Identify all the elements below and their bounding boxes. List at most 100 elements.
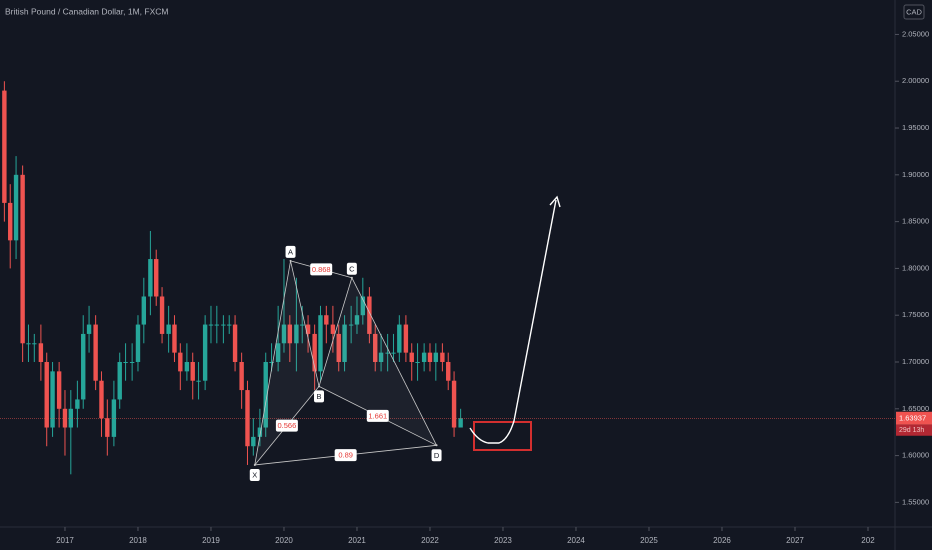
last-price-label: 1.63937 xyxy=(899,414,926,423)
chart-title: British Pound / Canadian Dollar, 1M, FXC… xyxy=(5,6,168,16)
pattern-triangle xyxy=(254,260,320,465)
candle-body xyxy=(300,324,305,326)
candle-body xyxy=(68,408,74,428)
candle-body xyxy=(360,296,366,316)
x-tick-label: 2022 xyxy=(421,536,439,545)
x-tick-label: 2019 xyxy=(202,536,220,545)
y-tick-label: 1.95000 xyxy=(902,123,929,132)
candle-body xyxy=(391,352,396,354)
x-tick-label: 2020 xyxy=(275,536,293,545)
candle-body xyxy=(148,259,153,297)
candle-body xyxy=(26,343,31,345)
point-label: A xyxy=(288,247,293,256)
currency-box[interactable] xyxy=(903,4,925,20)
ratio-label: 0.566 xyxy=(278,421,297,430)
candle-body xyxy=(385,352,390,354)
pattern-point xyxy=(350,276,353,279)
candle-body xyxy=(111,399,117,437)
point-box xyxy=(249,468,260,481)
candle-body xyxy=(354,315,360,325)
candle-body xyxy=(373,333,378,363)
point-label: C xyxy=(349,264,355,273)
candle-body xyxy=(397,324,402,353)
point-box xyxy=(314,390,325,403)
candle-body xyxy=(312,333,317,372)
target-zone xyxy=(473,421,532,451)
candle-body xyxy=(62,408,68,428)
countdown: 29d 13h xyxy=(899,427,924,434)
candle-body xyxy=(305,324,311,334)
x-tick-label: 2027 xyxy=(786,536,804,545)
candle-body xyxy=(433,352,439,363)
y-tick-label: 1.55000 xyxy=(902,497,929,506)
candle-body xyxy=(123,362,128,364)
ratio-box xyxy=(366,409,389,422)
candle-body xyxy=(330,324,336,334)
y-tick-label: 1.60000 xyxy=(902,451,929,460)
candle-body xyxy=(294,324,299,344)
candle-body xyxy=(378,352,384,363)
pattern-point xyxy=(253,463,256,466)
candle-body xyxy=(281,324,287,344)
candle-body xyxy=(409,352,414,363)
harmonic-pattern: 0.868 0.566 1.661 0.89 X A B C D xyxy=(249,245,442,481)
ratio-box xyxy=(310,263,333,276)
ratio-label: 0.89 xyxy=(338,451,353,460)
ratio-label: 0.868 xyxy=(312,265,331,274)
pattern-leg xyxy=(290,260,320,387)
candle-body xyxy=(86,324,92,334)
candle-body xyxy=(50,371,55,428)
plot: 1.55000 1.60000 1.65000 1.70000 1.75000 1.800… xyxy=(0,29,929,545)
candle-body xyxy=(348,324,354,326)
candle-body xyxy=(232,324,238,363)
last-price-box xyxy=(896,411,932,425)
candle-body xyxy=(336,333,341,363)
candle-body xyxy=(154,259,159,297)
point-label: X xyxy=(252,470,257,479)
candle-body xyxy=(129,362,135,364)
candle-body xyxy=(81,333,86,400)
y-tick-label: 1.75000 xyxy=(902,310,929,319)
y-tick-label: 1.70000 xyxy=(902,357,929,366)
candle-body xyxy=(75,399,80,409)
currency[interactable]: CAD xyxy=(906,7,922,16)
x-tick-label: 2017 xyxy=(56,536,74,545)
candle-body xyxy=(32,343,37,345)
y-tick-label: 2.00000 xyxy=(902,76,929,85)
candle-body xyxy=(263,362,268,428)
candle-body xyxy=(159,296,165,334)
candle-body xyxy=(178,352,183,372)
candle-body xyxy=(141,296,147,325)
candle-body xyxy=(172,324,177,353)
projection-arrow xyxy=(549,195,561,208)
candle-body xyxy=(105,418,110,437)
candle-body xyxy=(190,362,195,381)
candle-body xyxy=(8,202,13,241)
ratio-box xyxy=(275,419,298,432)
candle-body xyxy=(20,174,25,344)
candle-body xyxy=(446,362,451,381)
pattern-point xyxy=(435,444,438,447)
point-box xyxy=(285,245,296,258)
y-tick-label: 1.80000 xyxy=(902,263,929,272)
candle-body xyxy=(184,362,190,372)
x-tick-label: 2018 xyxy=(129,536,147,545)
point-box xyxy=(346,262,357,275)
x-tick-label: 202 xyxy=(861,536,875,545)
pattern-leg xyxy=(351,277,437,446)
x-tick-label: 2021 xyxy=(348,536,366,545)
candle-body xyxy=(458,418,463,428)
candle-body xyxy=(415,362,420,364)
pattern-leg xyxy=(318,277,353,387)
candle-body xyxy=(227,324,232,326)
candle-body xyxy=(403,324,409,353)
candle-body xyxy=(214,324,220,326)
candle-body xyxy=(287,324,293,344)
candle-body xyxy=(13,174,19,241)
candle-body xyxy=(421,352,427,363)
pattern-triangle xyxy=(319,277,437,446)
candle-body xyxy=(196,380,201,382)
candle-body xyxy=(269,362,274,364)
